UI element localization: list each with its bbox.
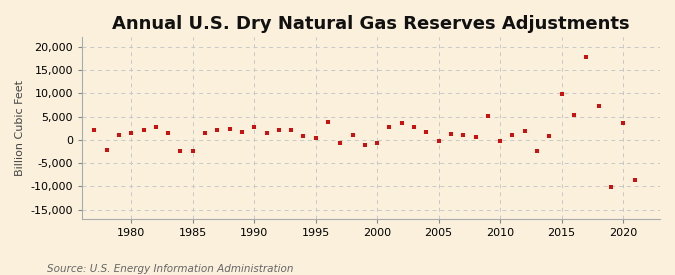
Text: Source: U.S. Energy Information Administration: Source: U.S. Energy Information Administ… bbox=[47, 264, 294, 274]
Title: Annual U.S. Dry Natural Gas Reserves Adjustments: Annual U.S. Dry Natural Gas Reserves Adj… bbox=[112, 15, 630, 33]
Y-axis label: Billion Cubic Feet: Billion Cubic Feet bbox=[15, 80, 25, 176]
